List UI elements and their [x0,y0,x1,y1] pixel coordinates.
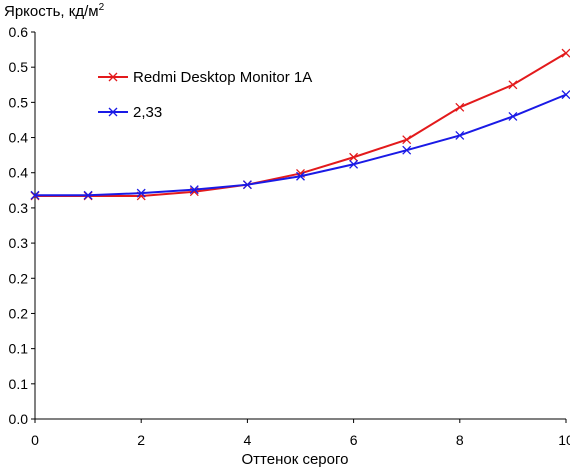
legend-item: 2,33 [98,104,162,121]
y-tick-label: 0.3 [9,200,29,216]
y-tick-label: 0.1 [9,376,29,392]
legend-label: 2,33 [133,104,162,121]
y-tick-label: 0.0 [9,411,29,427]
legend-item: Redmi Desktop Monitor 1A [98,69,312,86]
y-tick-label: 0.2 [9,305,29,321]
y-tick-label: 0.1 [9,341,29,357]
data-point-marker [402,145,412,155]
data-point-marker [508,111,518,121]
x-tick-label: 8 [456,432,464,448]
y-tick-label: 0.2 [9,270,29,286]
data-point-marker [455,102,465,112]
legend-label: Redmi Desktop Monitor 1A [133,69,312,86]
data-point-marker [83,190,93,200]
series-2 [30,90,570,200]
y-tick-label: 0.3 [9,235,29,251]
data-point-marker [455,130,465,140]
data-point-marker [296,171,305,181]
data-point-marker [561,48,570,58]
legend: Redmi Desktop Monitor 1A 2,33 [98,69,312,121]
y-tick-label: 0.4 [9,165,29,181]
y-tick-label: 0.5 [9,59,29,75]
y-axis-title: Яркость, кд/м2 [4,2,105,20]
data-point-marker [30,190,40,200]
y-tick-label: 0.6 [9,24,29,40]
y-axis-ticks: 0.0 0.1 0.1 0.2 0.2 0.3 0.3 0.4 0.4 0.5 0.5 0.6 [9,24,35,427]
data-point-marker [349,152,359,162]
x-tick-label: 0 [31,432,39,448]
data-point-marker [508,80,518,90]
y-tick-label: 0.5 [9,94,29,110]
x-tick-label: 2 [137,432,145,448]
data-point-marker [561,90,570,100]
x-tick-label: 6 [350,432,358,448]
x-axis-ticks: 0 2 4 6 8 10 [31,419,570,448]
data-point-marker [349,159,359,169]
data-point-marker [242,180,252,190]
y-tick-label: 0.4 [9,130,29,146]
x-tick-label: 10 [558,432,570,448]
data-point-marker [402,135,412,145]
data-point-marker [136,188,146,198]
x-tick-label: 4 [244,432,252,448]
data-point-marker [189,185,199,195]
series-layer [30,48,570,201]
x-axis-title: Оттенок серого [242,451,349,468]
